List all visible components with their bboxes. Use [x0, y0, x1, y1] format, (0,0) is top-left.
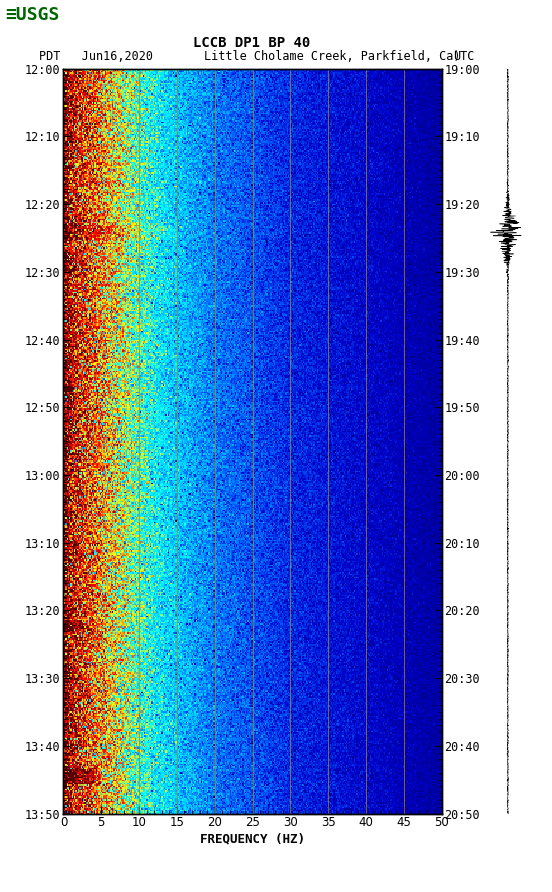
X-axis label: FREQUENCY (HZ): FREQUENCY (HZ) [200, 832, 305, 845]
Text: PDT   Jun16,2020: PDT Jun16,2020 [39, 50, 153, 63]
Text: Little Cholame Creek, Parkfield, Ca): Little Cholame Creek, Parkfield, Ca) [204, 50, 461, 63]
Text: UTC: UTC [453, 50, 474, 63]
Text: ≡USGS: ≡USGS [6, 6, 60, 24]
Text: LCCB DP1 BP 40: LCCB DP1 BP 40 [193, 36, 310, 50]
